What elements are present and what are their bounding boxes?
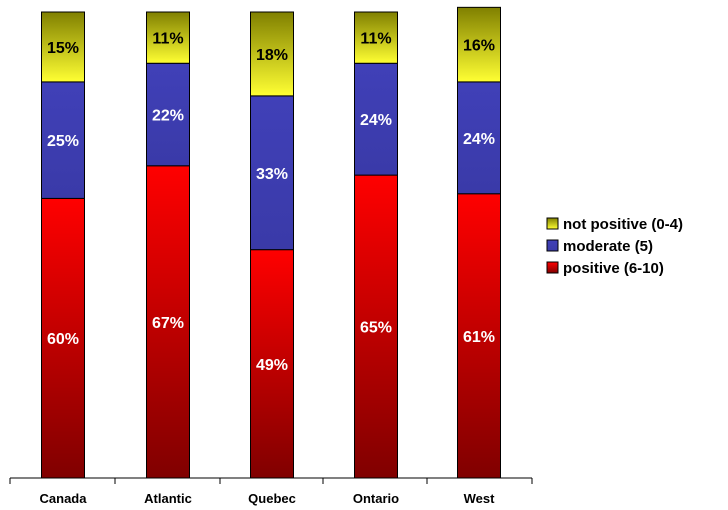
data-label-canada-not-positive-0-4: 15% xyxy=(47,40,79,57)
legend-label-moderate-5: moderate (5) xyxy=(563,238,653,255)
data-label-atlantic-moderate-5: 22% xyxy=(152,108,184,125)
bar-ontario-positive-6-10 xyxy=(354,174,398,479)
bar-atlantic-positive-6-10 xyxy=(146,165,190,479)
bar-canada-moderate-5 xyxy=(41,81,85,199)
data-label-canada-positive-6-10: 60% xyxy=(47,331,79,348)
bar-quebec-moderate-5 xyxy=(250,95,294,251)
bar-west-not-positive-0-4 xyxy=(457,6,501,83)
legend-swatch-positive-6-10 xyxy=(546,261,559,274)
x-tick-label-canada: Canada xyxy=(40,491,88,506)
legend-swatch-not-positive-0-4 xyxy=(546,217,559,230)
x-axis: Canada Atlantic Quebec Ontario West xyxy=(9,477,533,506)
bar-ontario-moderate-5 xyxy=(354,62,398,176)
bar-atlantic-not-positive-0-4 xyxy=(146,11,190,64)
data-label-ontario-positive-6-10: 65% xyxy=(360,320,392,337)
x-tick-label-ontario: Ontario xyxy=(353,491,399,506)
data-label-canada-moderate-5: 25% xyxy=(47,133,79,150)
legend: not positive (0-4) moderate (5) positive (… xyxy=(546,216,683,277)
legend-label-not-positive-0-4: not positive (0-4) xyxy=(563,216,683,233)
bar-west-positive-6-10 xyxy=(457,193,501,479)
x-tick-label-west: West xyxy=(464,491,495,506)
data-label-quebec-moderate-5: 33% xyxy=(256,166,288,183)
data-label-ontario-moderate-5: 24% xyxy=(360,112,392,129)
bar-atlantic-moderate-5 xyxy=(146,62,190,167)
data-label-ontario-not-positive-0-4: 11% xyxy=(360,31,391,48)
data-label-quebec-not-positive-0-4: 18% xyxy=(256,47,288,64)
data-label-atlantic-positive-6-10: 67% xyxy=(152,315,184,332)
bars-group: 60% 25% 15% 67% 22% 11% 49% 33% 18% 65% 24% 11% 61% 2… xyxy=(41,6,501,479)
bar-quebec-not-positive-0-4 xyxy=(250,11,294,97)
data-label-atlantic-not-positive-0-4: 11% xyxy=(152,31,183,48)
bar-ontario-not-positive-0-4 xyxy=(354,11,398,64)
data-label-quebec-positive-6-10: 49% xyxy=(256,357,288,374)
data-label-west-moderate-5: 24% xyxy=(463,131,495,148)
data-label-west-positive-6-10: 61% xyxy=(463,329,495,346)
bar-canada-not-positive-0-4 xyxy=(41,11,85,83)
x-tick-label-atlantic: Atlantic xyxy=(144,491,192,506)
data-label-west-not-positive-0-4: 16% xyxy=(463,38,495,55)
legend-swatch-moderate-5 xyxy=(546,239,559,252)
x-tick-label-quebec: Quebec xyxy=(248,491,296,506)
bar-canada-positive-6-10 xyxy=(41,197,85,479)
legend-label-positive-6-10: positive (6-10) xyxy=(563,260,664,277)
